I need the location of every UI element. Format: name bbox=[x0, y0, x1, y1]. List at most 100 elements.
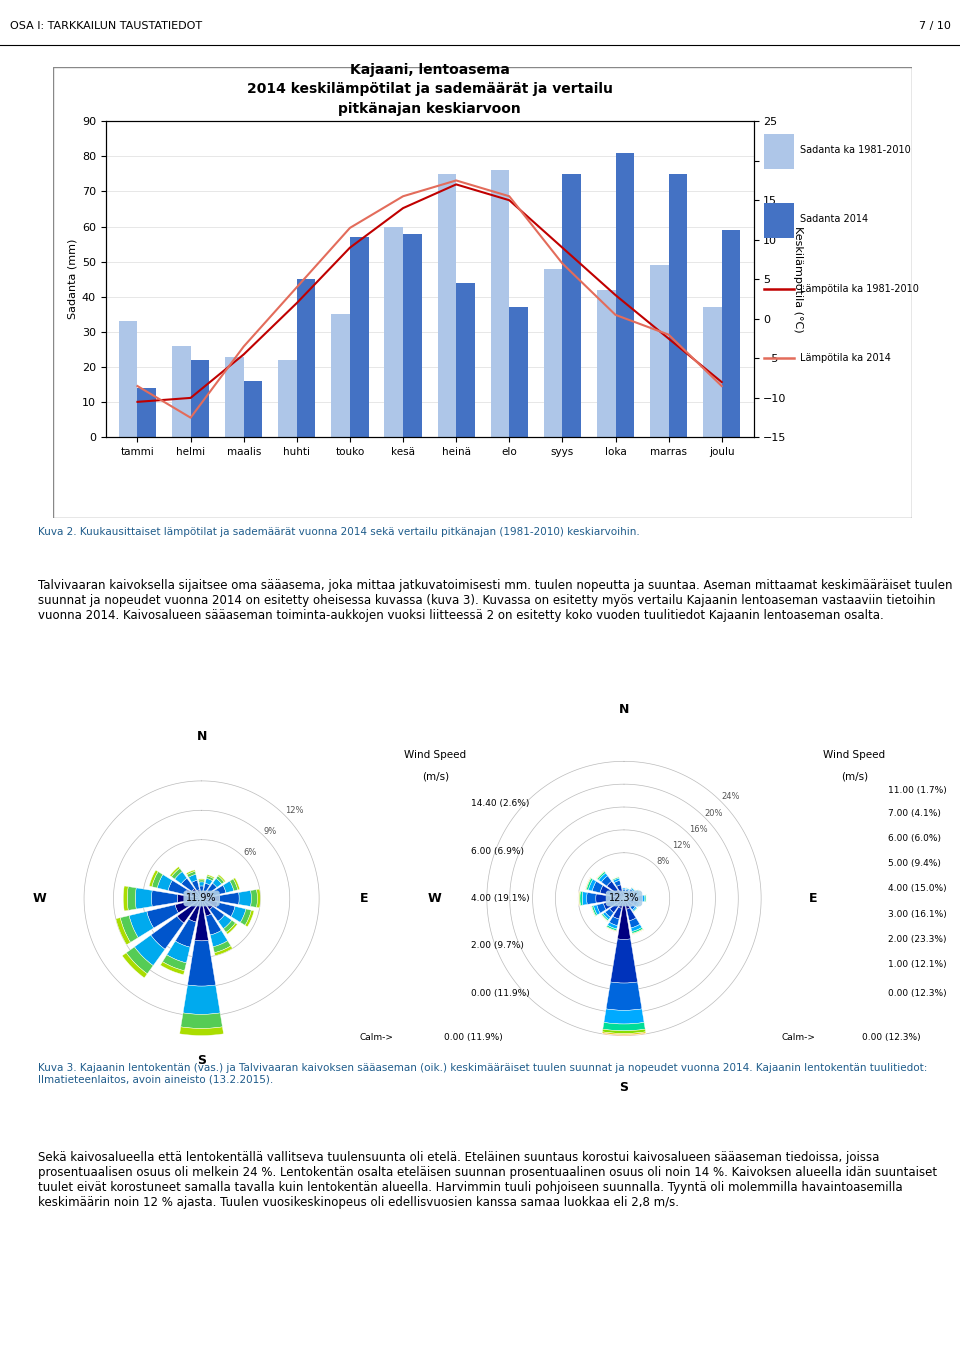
Text: S: S bbox=[619, 1081, 629, 1094]
Bar bbox=[207, 883, 217, 894]
Bar bbox=[634, 909, 637, 913]
Bar bbox=[632, 887, 636, 891]
Bar bbox=[627, 888, 630, 890]
Text: 3.00 (16.1%): 3.00 (16.1%) bbox=[889, 910, 948, 919]
Bar bbox=[216, 902, 235, 917]
Bar bbox=[615, 152, 635, 437]
Bar bbox=[129, 911, 154, 938]
Bar bbox=[185, 890, 202, 899]
Bar bbox=[202, 891, 205, 899]
Bar bbox=[491, 171, 509, 437]
Bar bbox=[633, 900, 637, 906]
Bar bbox=[629, 899, 635, 905]
Bar bbox=[634, 909, 637, 913]
Bar bbox=[251, 890, 257, 907]
Text: Lämpötila ka 2014: Lämpötila ka 2014 bbox=[800, 354, 891, 363]
Text: Sadanta ka 1981-2010: Sadanta ka 1981-2010 bbox=[800, 144, 911, 155]
Bar bbox=[239, 891, 252, 906]
Bar bbox=[586, 878, 590, 890]
Bar bbox=[579, 891, 581, 906]
Bar bbox=[629, 892, 635, 898]
Text: 0.00 (12.3%): 0.00 (12.3%) bbox=[862, 1034, 921, 1042]
Bar bbox=[642, 895, 645, 902]
Bar bbox=[601, 876, 612, 886]
Bar bbox=[202, 899, 211, 917]
Bar bbox=[627, 887, 630, 888]
Text: 16%: 16% bbox=[688, 825, 708, 833]
Bar bbox=[601, 914, 608, 921]
Bar bbox=[624, 899, 628, 903]
Bar bbox=[256, 888, 260, 909]
Bar bbox=[607, 926, 616, 931]
Bar bbox=[579, 891, 580, 906]
Bar bbox=[384, 226, 403, 437]
Bar bbox=[596, 871, 604, 879]
Bar bbox=[617, 899, 631, 940]
Bar bbox=[172, 868, 182, 879]
Bar bbox=[212, 886, 226, 895]
Bar bbox=[645, 895, 646, 902]
Bar bbox=[209, 906, 225, 921]
Bar bbox=[632, 887, 636, 891]
Bar bbox=[613, 878, 620, 883]
Bar bbox=[638, 890, 640, 895]
Bar bbox=[205, 914, 222, 935]
Bar bbox=[216, 876, 225, 884]
Bar bbox=[160, 961, 184, 975]
Bar bbox=[612, 876, 619, 880]
Bar bbox=[624, 895, 626, 899]
Bar bbox=[213, 941, 231, 953]
Bar bbox=[509, 307, 528, 437]
Bar bbox=[611, 896, 624, 900]
Text: (m/s): (m/s) bbox=[841, 773, 868, 782]
Text: Wind Speed: Wind Speed bbox=[823, 750, 885, 759]
Text: Talvivaaran kaivoksella sijaitsee oma sääasema, joka mittaa jatkuvatoimisesti mm: Talvivaaran kaivoksella sijaitsee oma sä… bbox=[38, 579, 953, 622]
Bar bbox=[331, 315, 350, 437]
Text: (m/s): (m/s) bbox=[421, 773, 449, 782]
Bar bbox=[638, 902, 640, 907]
Text: OSA I: TARKKAILUN TAUSTATIEDOT: OSA I: TARKKAILUN TAUSTATIEDOT bbox=[10, 22, 202, 31]
Text: 2.00 (9.7%): 2.00 (9.7%) bbox=[471, 941, 524, 950]
Bar bbox=[206, 876, 214, 880]
Bar bbox=[134, 935, 165, 965]
Bar bbox=[634, 907, 637, 911]
Title: Kajaani, lentoasema
2014 keskilämpötilat ja sademäärät ja vertailu
pitkänajan ke: Kajaani, lentoasema 2014 keskilämpötilat… bbox=[247, 63, 612, 116]
Bar bbox=[147, 905, 179, 929]
Bar bbox=[637, 895, 642, 902]
Text: E: E bbox=[809, 892, 818, 905]
Bar bbox=[224, 921, 235, 933]
Bar bbox=[231, 906, 246, 922]
Bar bbox=[226, 923, 237, 934]
Text: 5.00 (9.4%): 5.00 (9.4%) bbox=[889, 859, 942, 868]
Bar bbox=[602, 1032, 646, 1035]
Bar bbox=[627, 902, 633, 907]
Bar bbox=[623, 891, 625, 895]
Bar bbox=[603, 1023, 645, 1031]
Bar bbox=[606, 927, 616, 931]
Bar bbox=[637, 890, 640, 895]
Bar bbox=[624, 896, 629, 899]
Bar bbox=[123, 886, 129, 911]
Text: Sadanta 2014: Sadanta 2014 bbox=[800, 214, 868, 225]
Text: N: N bbox=[619, 703, 629, 716]
Bar bbox=[591, 906, 597, 915]
Bar bbox=[563, 174, 581, 437]
Bar bbox=[178, 895, 202, 902]
Bar bbox=[638, 902, 640, 907]
FancyBboxPatch shape bbox=[53, 67, 912, 518]
Bar bbox=[162, 954, 186, 970]
Bar bbox=[199, 882, 204, 886]
Bar bbox=[636, 890, 639, 895]
Text: 12%: 12% bbox=[285, 806, 303, 816]
Bar bbox=[633, 891, 637, 896]
Bar bbox=[601, 915, 608, 922]
Bar bbox=[626, 888, 630, 891]
Text: Calm->: Calm-> bbox=[781, 1034, 816, 1042]
Bar bbox=[618, 899, 624, 909]
Bar bbox=[624, 899, 630, 910]
Bar bbox=[204, 883, 210, 892]
Bar bbox=[602, 914, 609, 921]
Bar bbox=[631, 888, 635, 891]
Text: Kuva 3. Kajaanin lentokentän (vas.) ja Talvivaaran kaivoksen sääaseman (oik.) ke: Kuva 3. Kajaanin lentokentän (vas.) ja T… bbox=[38, 1063, 927, 1085]
Bar bbox=[633, 930, 643, 934]
